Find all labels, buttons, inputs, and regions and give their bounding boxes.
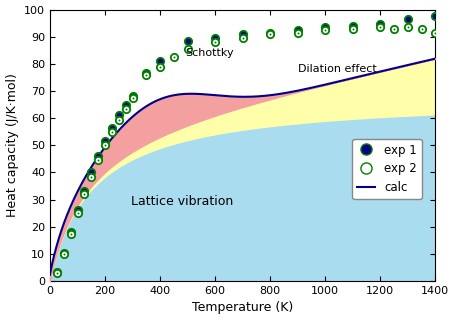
Point — [267, 30, 274, 35]
Point — [157, 64, 164, 69]
Point — [60, 251, 67, 256]
Point — [101, 139, 109, 144]
Point — [74, 211, 81, 216]
Point — [322, 27, 329, 32]
Point — [122, 102, 129, 107]
Point — [418, 26, 425, 31]
Point — [239, 36, 246, 41]
Point — [67, 231, 74, 236]
Point — [115, 117, 122, 122]
Point — [129, 94, 136, 99]
Point — [432, 14, 439, 19]
Point — [88, 170, 95, 175]
Point — [129, 95, 136, 100]
Point — [170, 54, 177, 60]
Point — [115, 113, 122, 118]
Text: Lattice vibration: Lattice vibration — [131, 195, 233, 208]
Point — [267, 31, 274, 36]
Legend: exp 1, exp 2, calc: exp 1, exp 2, calc — [353, 139, 422, 199]
Point — [157, 59, 164, 64]
Point — [184, 46, 191, 52]
Point — [377, 25, 384, 30]
Point — [95, 158, 102, 163]
X-axis label: Temperature (K): Temperature (K) — [192, 301, 293, 315]
Point — [53, 270, 61, 276]
Point — [101, 143, 109, 148]
Point — [184, 38, 191, 43]
Point — [349, 26, 356, 31]
Point — [322, 27, 329, 32]
Point — [108, 125, 116, 130]
Point — [122, 106, 129, 111]
Point — [60, 251, 67, 256]
Point — [67, 231, 74, 236]
Point — [95, 158, 102, 163]
Point — [115, 117, 122, 122]
Point — [88, 174, 95, 179]
Point — [122, 106, 129, 111]
Point — [418, 26, 425, 31]
Point — [108, 129, 116, 134]
Point — [322, 25, 329, 30]
Y-axis label: Heat capacity (J/K·mol): Heat capacity (J/K·mol) — [5, 73, 19, 217]
Point — [294, 30, 301, 35]
Point — [88, 174, 95, 179]
Point — [53, 269, 61, 274]
Point — [390, 26, 398, 31]
Point — [404, 25, 411, 30]
Point — [53, 270, 61, 276]
Point — [239, 31, 246, 36]
Point — [377, 25, 384, 30]
Point — [404, 17, 411, 22]
Point — [404, 25, 411, 30]
Point — [349, 23, 356, 28]
Point — [212, 40, 219, 45]
Point — [143, 71, 150, 76]
Point — [377, 22, 384, 27]
Point — [129, 95, 136, 100]
Point — [294, 27, 301, 32]
Point — [294, 30, 301, 35]
Point — [267, 31, 274, 36]
Point — [239, 36, 246, 41]
Point — [349, 26, 356, 31]
Point — [390, 26, 398, 31]
Text: Schottky: Schottky — [185, 48, 233, 58]
Point — [432, 30, 439, 35]
Point — [74, 211, 81, 216]
Point — [184, 46, 191, 52]
Point — [212, 36, 219, 41]
Point — [74, 208, 81, 213]
Point — [143, 72, 150, 77]
Point — [157, 64, 164, 69]
Point — [170, 54, 177, 60]
Point — [108, 129, 116, 134]
Point — [432, 30, 439, 35]
Point — [67, 230, 74, 235]
Point — [212, 40, 219, 45]
Point — [81, 189, 88, 194]
Point — [60, 250, 67, 255]
Point — [81, 192, 88, 197]
Point — [81, 192, 88, 197]
Point — [101, 143, 109, 148]
Point — [143, 72, 150, 77]
Point — [95, 154, 102, 159]
Text: Dilation effect: Dilation effect — [298, 64, 376, 74]
